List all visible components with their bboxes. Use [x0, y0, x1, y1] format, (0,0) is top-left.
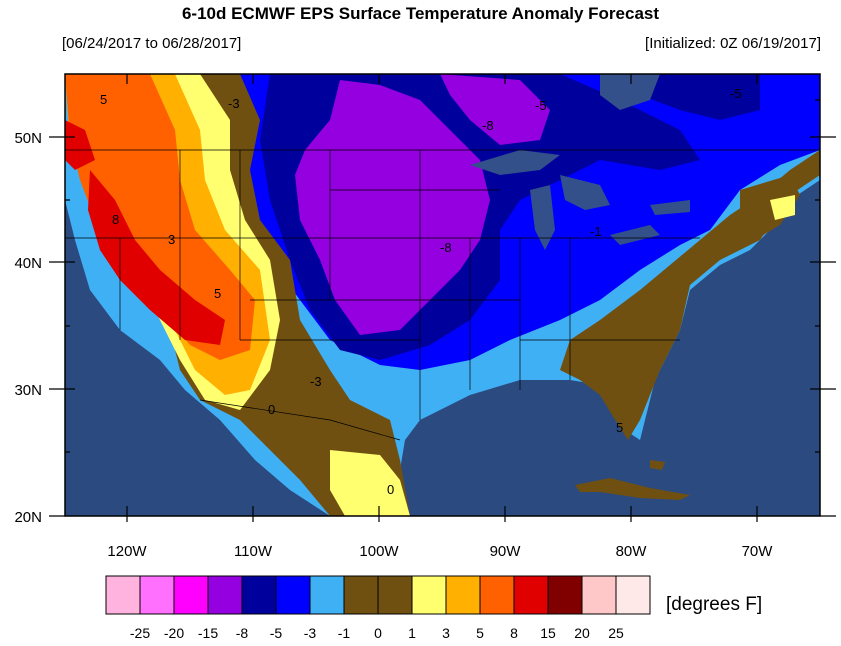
colorbar-label: 15 — [540, 625, 556, 641]
axis-ticks — [49, 74, 836, 522]
colorbar-label: 1 — [408, 625, 416, 641]
colorbar-box — [547, 575, 583, 615]
colorbar-box — [615, 575, 651, 615]
region-red — [88, 170, 225, 345]
contour-label: -1 — [590, 224, 602, 239]
contour-label: 5 — [616, 420, 623, 435]
lon-labels: 120W 110W 100W 90W 80W 70W — [107, 543, 773, 560]
region-yellow-mexico — [330, 450, 410, 516]
contour-label: 8 — [112, 212, 119, 227]
contour-label: -8 — [440, 240, 452, 255]
colorbar-box — [241, 575, 277, 615]
region-yellow-ne — [770, 195, 795, 220]
region-brown-ne — [740, 175, 800, 240]
contour-label: 5 — [100, 92, 107, 107]
valid-period: [06/24/2017 to 06/28/2017] — [62, 35, 242, 52]
lat-labels: 50N 40N 30N 20N — [14, 130, 42, 526]
colorbar-box — [445, 575, 481, 615]
colorbar-box — [343, 575, 379, 615]
lon-label-100w: 100W — [359, 543, 399, 560]
colorbar-box — [513, 575, 549, 615]
region-orange — [65, 74, 255, 360]
contour-label: 0 — [268, 402, 275, 417]
colorbar-box — [275, 575, 311, 615]
region-purple-n — [440, 74, 550, 145]
colorbar-label: 0 — [374, 625, 382, 641]
lon-label-90w: 90W — [490, 543, 522, 560]
lat-label-30n: 30N — [14, 382, 42, 399]
lon-label-110w: 110W — [234, 543, 273, 560]
colorbar-box — [139, 575, 175, 615]
region-purple — [295, 80, 490, 335]
cuba — [575, 478, 690, 500]
colorbar-units: [degrees F] — [666, 594, 763, 615]
colorbar-box — [479, 575, 515, 615]
contour-label: -8 — [482, 118, 494, 133]
colorbar-label: -15 — [198, 625, 218, 641]
lon-label-120w: 120W — [107, 543, 147, 560]
colorbar-box — [581, 575, 617, 615]
state-borders — [65, 149, 820, 441]
colorbar-label: -1 — [338, 625, 351, 641]
colorbar-label: -25 — [130, 625, 150, 641]
contour-label: -5 — [535, 98, 547, 113]
colorbar-label: -8 — [236, 625, 249, 641]
contour-label: -3 — [228, 96, 240, 111]
colorbar-label: -3 — [304, 625, 317, 641]
colorbar: -25 -20 -15 -8 -5 -3 -1 0 1 3 5 8 15 20 25 — [105, 575, 651, 641]
chart-title: 6-10d ECMWF EPS Surface Temperature Anom… — [181, 4, 660, 23]
contour-label: 3 — [168, 232, 175, 247]
initialized-time: [Initialized: 0Z 06/19/2017] — [645, 35, 821, 52]
colorbar-box — [411, 575, 447, 615]
lat-label-20n: 20N — [14, 509, 42, 526]
bahamas — [650, 460, 665, 470]
colorbar-box — [105, 575, 141, 615]
great-lakes — [470, 150, 690, 250]
colorbar-box — [377, 575, 413, 615]
colorbar-box — [207, 575, 243, 615]
lon-label-70w: 70W — [742, 543, 774, 560]
colorbar-label: 20 — [574, 625, 590, 641]
colorbar-label: -20 — [164, 625, 184, 641]
contour-label: 5 — [214, 286, 221, 301]
colorbar-label: -5 — [270, 625, 283, 641]
hudson-bay — [600, 74, 660, 110]
contour-label: 0 — [387, 482, 394, 497]
region-red-nw — [65, 120, 95, 170]
contour-label: -5 — [730, 86, 742, 101]
lat-label-40n: 40N — [14, 255, 42, 272]
plot-frame — [64, 73, 821, 517]
map-plot-area — [65, 74, 820, 516]
colorbar-label: 5 — [476, 625, 484, 641]
colorbar-box — [309, 575, 345, 615]
contour-label: -3 — [310, 374, 322, 389]
colorbar-label: 8 — [510, 625, 518, 641]
colorbar-box — [173, 575, 209, 615]
colorbar-label: 25 — [608, 625, 624, 641]
lat-label-50n: 50N — [14, 130, 42, 147]
contour-labels: 5 8 3 5 0 0 -3 -8 -8 -5 -3 -5 -1 5 — [100, 86, 742, 497]
lon-label-80w: 80W — [616, 543, 648, 560]
colorbar-label: 3 — [442, 625, 450, 641]
